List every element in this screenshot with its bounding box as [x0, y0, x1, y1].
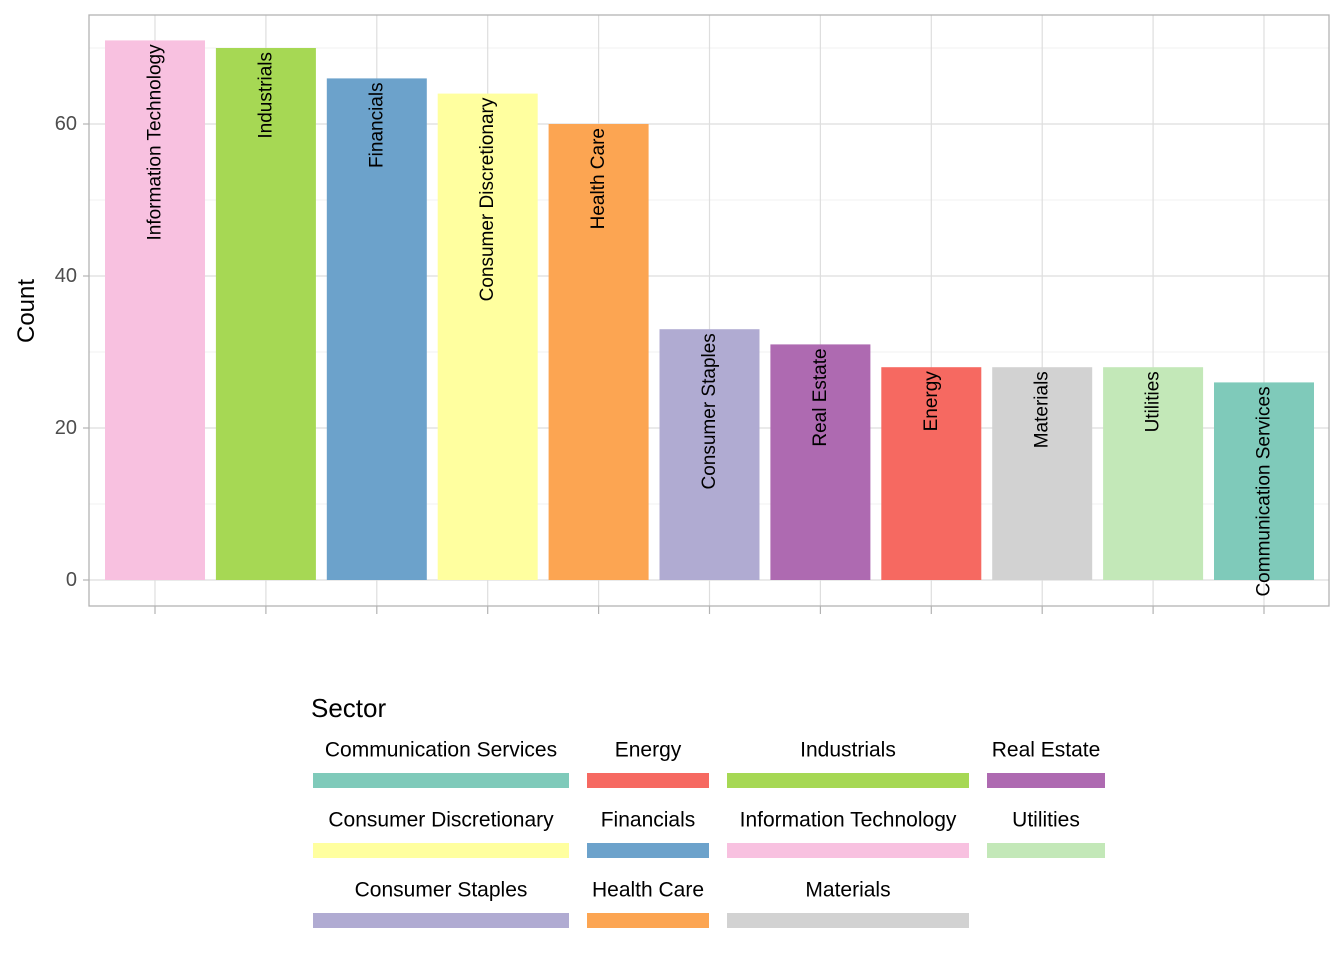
bar-labels-layer: Information Technology Industrials Financi… — [145, 44, 1275, 597]
y-tick-label: 20 — [55, 417, 77, 439]
legend-key — [313, 843, 569, 858]
legend-label: Information Technology — [740, 809, 957, 832]
bar-label: Communication Services — [1254, 386, 1275, 596]
bar — [1214, 382, 1314, 580]
bar — [770, 344, 871, 580]
bar-label: Consumer Staples — [699, 333, 720, 489]
bar — [881, 367, 982, 580]
legend-label: Energy — [615, 739, 682, 762]
bar-label: Energy — [921, 371, 942, 432]
legend-label: Health Care — [592, 879, 704, 902]
bar — [105, 40, 205, 580]
legend-key — [727, 773, 969, 788]
legend-key — [587, 913, 709, 928]
bar — [1103, 367, 1204, 580]
bar — [659, 329, 760, 580]
y-tick-label: 60 — [55, 113, 77, 135]
bar — [548, 124, 649, 580]
bar-label: Consumer Discretionary — [477, 97, 498, 301]
bar-label: Real Estate — [810, 348, 831, 446]
legend-label: Financials — [601, 809, 696, 832]
legend-key — [587, 843, 709, 858]
legend-title: Sector — [311, 693, 386, 723]
legend-key — [987, 843, 1105, 858]
legend-label: Materials — [805, 879, 890, 902]
bar-label: Industrials — [255, 52, 276, 139]
y-tick-label: 40 — [55, 265, 77, 287]
bar-label: Financials — [366, 82, 387, 168]
bars-layer — [105, 40, 1314, 581]
y-axis-title: Count — [13, 279, 40, 343]
y-tick-label: 0 — [66, 569, 77, 591]
bar-label: Information Technology — [145, 44, 166, 241]
legend-label: Communication Services — [325, 739, 557, 762]
bar-label: Health Care — [588, 128, 609, 229]
bar — [992, 367, 1093, 580]
bar — [215, 48, 316, 580]
legend-key — [313, 913, 569, 928]
axis-layer: 0 20 40 60 — [55, 14, 1330, 614]
bar-label: Materials — [1032, 371, 1053, 448]
legend-key — [727, 843, 969, 858]
legend-label: Utilities — [1012, 809, 1080, 832]
legend-label: Consumer Staples — [355, 879, 528, 902]
legend: Sector Communication Services Consumer Di… — [311, 693, 1105, 928]
bar — [437, 93, 538, 580]
legend-label: Real Estate — [992, 739, 1101, 762]
legend-label: Industrials — [800, 739, 896, 762]
bar-label: Utilities — [1143, 371, 1164, 432]
legend-label: Consumer Discretionary — [328, 809, 554, 832]
bar — [326, 78, 427, 581]
legend-key — [727, 913, 969, 928]
legend-key — [313, 773, 569, 788]
legend-key — [587, 773, 709, 788]
legend-key — [987, 773, 1105, 788]
